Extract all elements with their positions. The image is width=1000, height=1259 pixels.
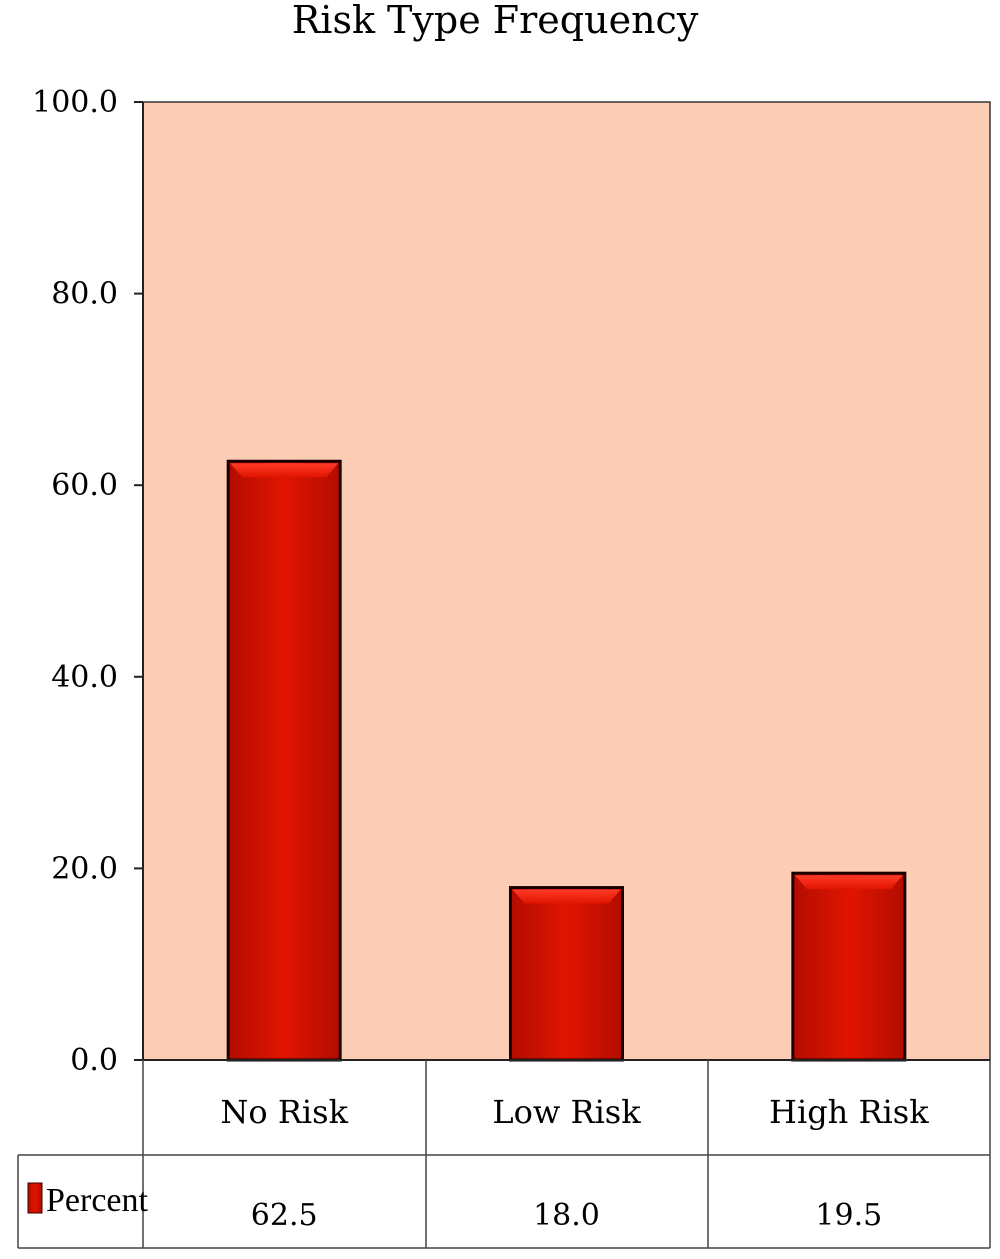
bar-top-bevel — [512, 889, 621, 904]
value-label: 62.5 — [251, 1198, 318, 1233]
bar — [226, 459, 342, 1062]
bar — [791, 871, 907, 1062]
legend-swatch — [27, 1182, 43, 1214]
y-tick-label: 100.0 — [32, 85, 118, 120]
bar-top-bevel — [230, 463, 339, 478]
data-table: Percent No Risk Low Risk High Risk 62.5 18.… — [17, 1060, 991, 1249]
bar — [509, 886, 624, 1062]
y-tick-label: 80.0 — [51, 277, 118, 312]
x-category-label: High Risk — [769, 1093, 929, 1131]
y-tick-label: 60.0 — [51, 468, 118, 503]
y-tick-label: 40.0 — [51, 660, 118, 695]
y-tick-label: 0.0 — [70, 1043, 118, 1078]
value-label: 19.5 — [815, 1198, 882, 1233]
value-label: 18.0 — [533, 1198, 600, 1233]
legend-label: Percent — [46, 1182, 149, 1219]
bar-top-bevel — [794, 875, 903, 890]
y-tick-label: 20.0 — [51, 851, 118, 886]
y-axis: 0.0 20.0 40.0 60.0 80.0 100.0 — [32, 85, 144, 1078]
x-category-label: Low Risk — [492, 1093, 641, 1131]
x-category-label: No Risk — [220, 1093, 348, 1131]
chart-title: Risk Type Frequency — [292, 0, 699, 42]
bar-series — [226, 459, 907, 1062]
